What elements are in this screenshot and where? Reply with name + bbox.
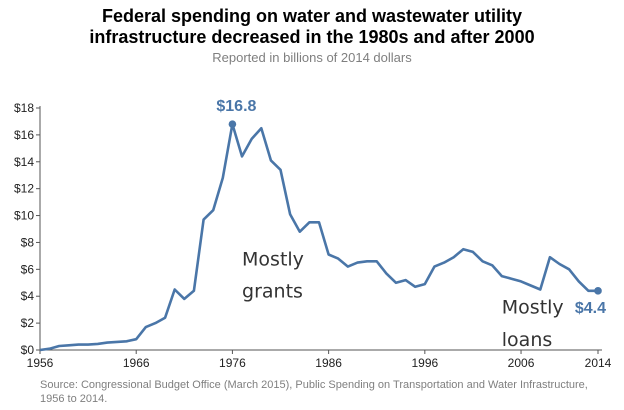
y-tick-label: $0 [21, 343, 35, 357]
x-tick-label: 2014 [585, 356, 612, 370]
series-line [39, 122, 598, 352]
x-tick-label: 1966 [123, 356, 150, 370]
chart-subtitle: Reported in billions of 2014 dollars [212, 50, 412, 65]
source-line-1: Source: Congressional Budget Office (Mar… [40, 379, 588, 391]
x-tick-label: 1976 [219, 356, 246, 370]
y-tick-label: $4 [21, 289, 35, 303]
y-tick-label: $14 [14, 155, 34, 169]
x-tick-label: 1996 [411, 356, 438, 370]
annotation-label: loans [502, 329, 553, 351]
source-note: Source: Congressional Budget Office (Mar… [40, 378, 610, 406]
end-value-label: $4.4 [575, 300, 606, 317]
chart-title-line-2: infrastructure decreased in the 1980s an… [89, 27, 535, 47]
x-tick-label: 1986 [315, 356, 342, 370]
annotation-label: grants [242, 281, 303, 303]
chart-title: Federal spending on water and wastewater… [0, 6, 624, 48]
y-tick-label: $18 [14, 101, 34, 115]
y-tick-label: $16 [14, 128, 34, 142]
chart-title-line-1: Federal spending on water and wastewater… [101, 6, 523, 26]
source-line-2: 1956 to 2014. [40, 393, 108, 405]
callout-point [594, 287, 602, 295]
y-tick-label: $6 [21, 262, 35, 276]
annotation-label: Mostly [502, 297, 564, 319]
x-tick-label: 2006 [508, 356, 535, 370]
peak-value-label: $16.8 [216, 98, 256, 115]
annotation-label: Mostly [242, 248, 304, 270]
x-tick-label: 1956 [27, 356, 54, 370]
y-tick-label: $2 [21, 316, 35, 330]
y-tick-label: $8 [21, 235, 35, 249]
callout-point [228, 120, 237, 128]
y-tick-label: $12 [14, 182, 34, 196]
y-tick-label: $10 [14, 209, 34, 223]
